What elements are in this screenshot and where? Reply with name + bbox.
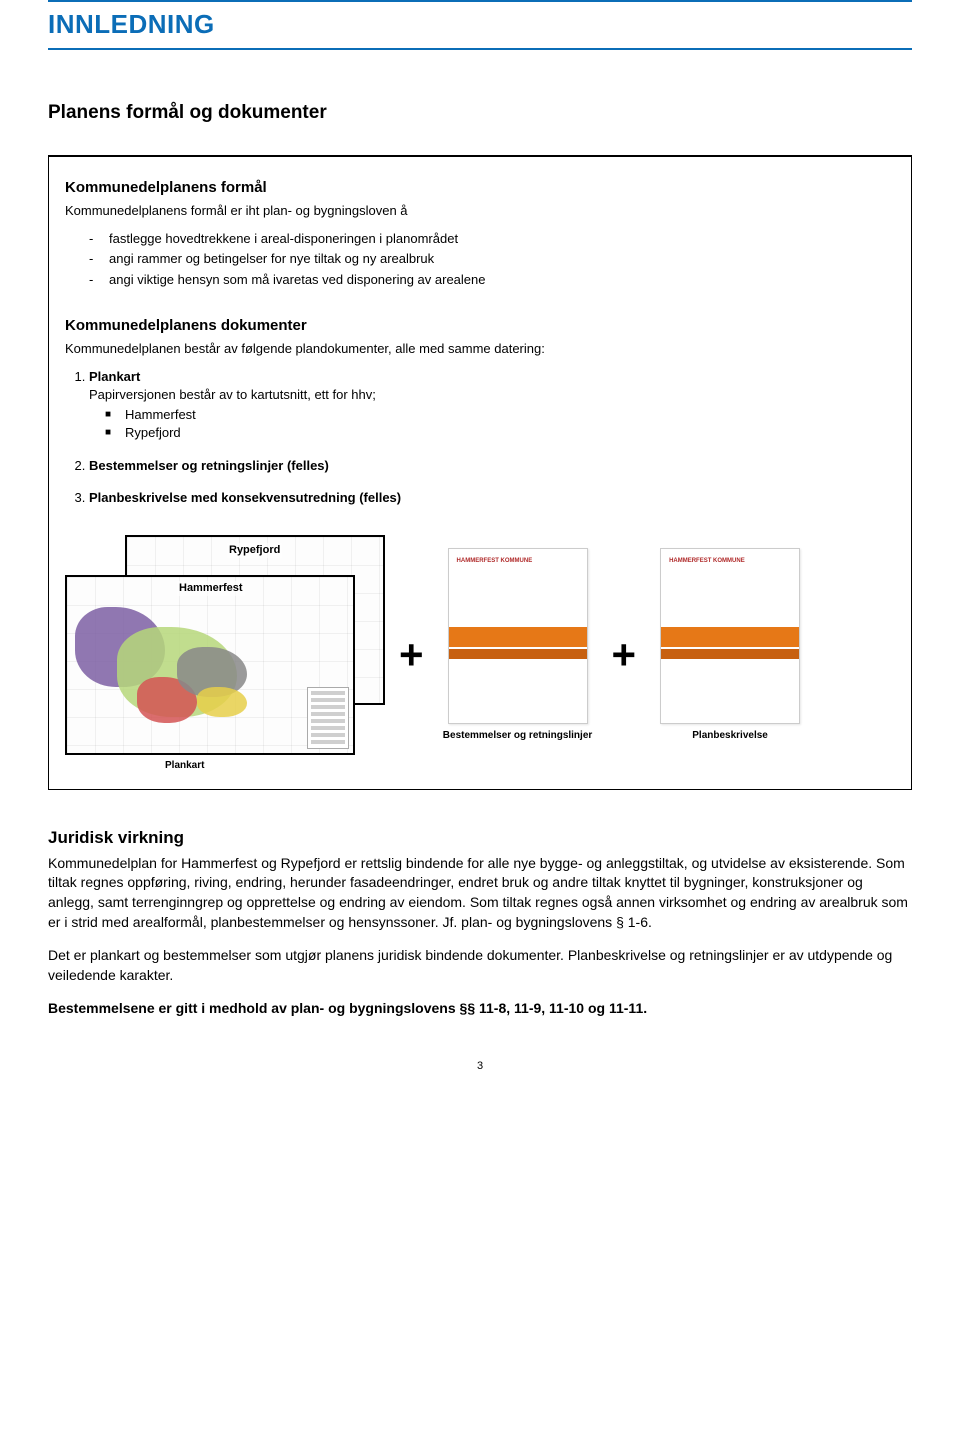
page-number: 3 xyxy=(48,1059,912,1074)
documents-graphic: Rypefjord Hammerfest + xyxy=(65,535,895,755)
kommune-logo: HAMMERFEST KOMMUNE xyxy=(669,557,745,565)
doc-band xyxy=(449,627,587,647)
plankart-sublist: Hammerfest Rypefjord xyxy=(89,406,895,442)
document-thumbnail: HAMMERFEST KOMMUNE xyxy=(660,548,800,724)
formal-intro: Kommunedelplanens formål er iht plan- og… xyxy=(65,202,895,220)
juridisk-section: Juridisk virkning Kommunedelplan for Ham… xyxy=(48,826,912,1019)
juridisk-p2: Det er plankart og bestemmelser som utgj… xyxy=(48,946,912,985)
plankart-caption: Plankart xyxy=(165,759,895,773)
document-thumbnail: HAMMERFEST KOMMUNE xyxy=(448,548,588,724)
banner-rule-top xyxy=(48,0,912,2)
bestemmelser-title: Bestemmelser og retningslinjer (felles) xyxy=(89,458,329,473)
map-shape xyxy=(197,687,247,717)
thumb-caption: Bestemmelser og retningslinjer xyxy=(443,730,593,742)
map-front-label: Hammerfest xyxy=(177,581,245,596)
juridisk-p1: Kommunedelplan for Hammerfest og Rypefjo… xyxy=(48,854,912,932)
doc-band xyxy=(661,649,799,659)
list-item: Hammerfest xyxy=(89,406,895,424)
list-item: angi viktige hensyn som må ivaretas ved … xyxy=(65,271,895,289)
section-title: Planens formål og dokumenter xyxy=(48,100,912,127)
map-legend xyxy=(307,687,349,749)
map-back-label: Rypefjord xyxy=(227,543,282,558)
map-hammerfest: Hammerfest xyxy=(65,575,355,755)
doc-band xyxy=(661,627,799,647)
list-item: Bestemmelser og retningslinjer (felles) xyxy=(89,457,895,475)
doc-band xyxy=(449,649,587,659)
list-item: fastlegge hovedtrekkene i areal-disponer… xyxy=(65,230,895,248)
thumb-caption: Planbeskrivelse xyxy=(692,730,768,742)
content-box: Kommunedelplanens formål Kommunedelplane… xyxy=(48,155,912,790)
plankart-thumbnails: Rypefjord Hammerfest xyxy=(65,535,385,755)
banner-rule-bottom xyxy=(48,48,912,50)
list-item: angi rammer og betingelser for nye tilta… xyxy=(65,250,895,268)
list-item: Planbeskrivelse med konsekvensutredning … xyxy=(89,489,895,507)
formal-bullets: fastlegge hovedtrekkene i areal-disponer… xyxy=(65,230,895,289)
banner-title: INNLEDNING xyxy=(48,4,912,48)
document-list: Plankart Papirversjonen består av to kar… xyxy=(89,368,895,507)
list-item: Plankart Papirversjonen består av to kar… xyxy=(89,368,895,443)
plankart-subtext: Papirversjonen består av to kartutsnitt,… xyxy=(89,387,376,402)
planbeskrivelse-title: Planbeskrivelse med konsekvensutredning … xyxy=(89,490,401,505)
juridisk-p3: Bestemmelsene er gitt i medhold av plan-… xyxy=(48,999,912,1019)
plus-icon: + xyxy=(612,614,637,676)
dokumenter-intro: Kommunedelplanen består av følgende plan… xyxy=(65,340,895,358)
doc-thumbnail-planbeskrivelse: HAMMERFEST KOMMUNE Planbeskrivelse xyxy=(650,548,810,742)
formal-heading: Kommunedelplanens formål xyxy=(65,177,895,198)
dokumenter-heading: Kommunedelplanens dokumenter xyxy=(65,315,895,336)
plus-icon: + xyxy=(399,614,424,676)
doc-thumbnail-bestemmelser: HAMMERFEST KOMMUNE Bestemmelser og retni… xyxy=(438,548,598,742)
kommune-logo: HAMMERFEST KOMMUNE xyxy=(457,557,533,565)
plankart-title: Plankart xyxy=(89,369,140,384)
juridisk-heading: Juridisk virkning xyxy=(48,826,912,850)
list-item: Rypefjord xyxy=(89,424,895,442)
